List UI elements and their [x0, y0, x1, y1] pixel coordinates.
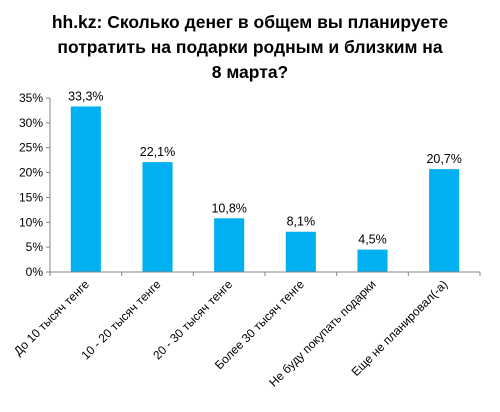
category-label: 20 - 30 тысяч тенге [150, 277, 235, 362]
data-label: 8,1% [287, 215, 316, 229]
y-tick-label: 25% [19, 141, 43, 155]
y-tick-label: 0% [26, 265, 44, 279]
data-label: 4,5% [358, 233, 387, 247]
bar [357, 249, 388, 272]
bar [429, 169, 460, 272]
data-labels: 33,3% 22,1% 10,8% 8,1% 4,5% 20,7% [68, 89, 462, 246]
y-tick-label: 30% [19, 116, 43, 130]
chart-title-line-2: потратить на подарки родным и близким на [57, 37, 443, 57]
bar [285, 231, 316, 272]
y-tick-label: 5% [26, 240, 44, 254]
data-label: 20,7% [426, 152, 461, 166]
bar [142, 162, 173, 272]
data-label: 10,8% [211, 201, 246, 215]
data-label: 33,3% [68, 89, 103, 103]
chart-title: hh.kz: Сколько денег в общем вы планируе… [0, 10, 500, 85]
y-axis: 0% 5% 10% 15% 20% 25% 30% 35% [19, 91, 51, 279]
chart-title-line-1: hh.kz: Сколько денег в общем вы планируе… [51, 12, 449, 32]
category-label: 10 - 20 тысяч тенге [79, 277, 164, 362]
data-label: 22,1% [140, 145, 175, 159]
bar [214, 218, 245, 272]
chart-title-line-3: 8 марта? [211, 62, 289, 82]
y-tick-label: 20% [19, 166, 43, 180]
bars [70, 106, 460, 272]
bar [70, 106, 101, 272]
category-label: До 10 тысяч тенге [11, 277, 92, 358]
y-tick-label: 15% [19, 190, 43, 204]
y-tick-label: 35% [19, 91, 43, 105]
y-tick-label: 10% [19, 215, 43, 229]
